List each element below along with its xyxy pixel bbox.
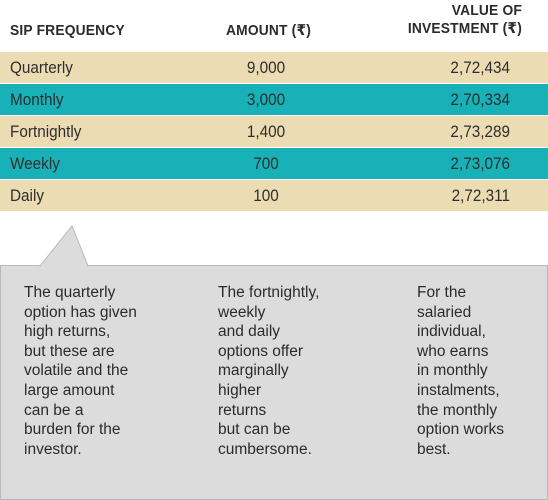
cell-value: 2,72,311 [451, 186, 510, 205]
header-value-line2: INVESTMENT (₹) [407, 20, 522, 37]
cell-frequency: Quarterly [10, 58, 73, 77]
cell-amount: 3,000 [246, 90, 286, 109]
table-row: Quarterly 9,000 2,72,434 [0, 52, 548, 84]
cell-amount: 9,000 [246, 58, 286, 77]
cell-value: 2,70,334 [450, 90, 510, 109]
cell-frequency: Monthly [10, 90, 64, 109]
table-row: Fortnightly 1,400 2,73,289 [0, 116, 548, 148]
cell-value: 2,72,434 [450, 58, 510, 77]
callout-box [0, 265, 548, 500]
cell-frequency: Daily [10, 186, 45, 205]
cell-frequency: Weekly [10, 154, 60, 173]
cell-amount: 700 [253, 154, 279, 173]
cell-amount: 100 [253, 186, 279, 205]
table-header: SIP FREQUENCY AMOUNT (₹) VALUE OF INVEST… [0, 0, 548, 50]
table-row: Daily 100 2,72,311 [0, 180, 548, 212]
cell-frequency: Fortnightly [10, 122, 82, 141]
table-row: Monthly 3,000 2,70,334 [0, 84, 548, 116]
table-body: Quarterly 9,000 2,72,434 Monthly 3,000 2… [0, 52, 548, 212]
cell-amount: 1,400 [246, 122, 286, 141]
header-sip-frequency: SIP FREQUENCY [10, 22, 125, 39]
header-value-line1: VALUE OF [451, 2, 522, 19]
note-fortnightly-weekly-daily: The fortnightly, weekly and daily option… [218, 284, 320, 458]
cell-value: 2,73,076 [450, 154, 510, 173]
header-amount: AMOUNT (₹) [226, 22, 312, 39]
note-quarterly: The quarterly option has given high retu… [24, 284, 137, 458]
note-monthly: For the salaried individual, who earns i… [417, 284, 505, 458]
cell-value: 2,73,289 [450, 122, 510, 141]
table-row: Weekly 700 2,73,076 [0, 148, 548, 180]
header-value-of-investment: VALUE OF INVESTMENT (₹) [384, 2, 522, 38]
